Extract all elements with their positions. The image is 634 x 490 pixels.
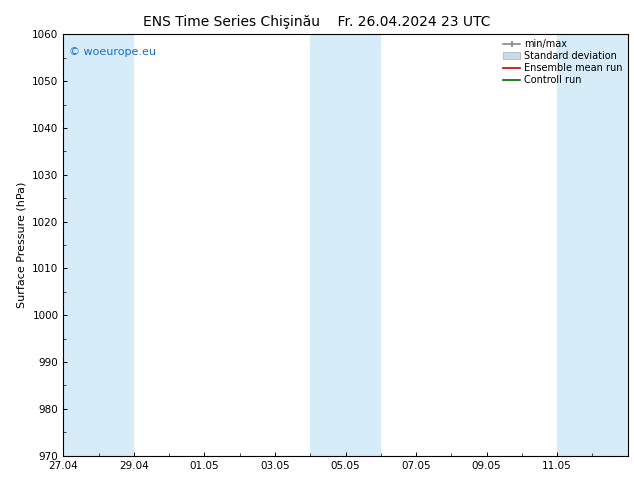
Y-axis label: Surface Pressure (hPa): Surface Pressure (hPa) [16,182,27,308]
Bar [310,34,381,456]
Legend: min/max, Standard deviation, Ensemble mean run, Controll run: min/max, Standard deviation, Ensemble me… [500,36,626,88]
Bar [557,34,628,456]
Text: ENS Time Series Chişinău    Fr. 26.04.2024 23 UTC: ENS Time Series Chişinău Fr. 26.04.2024 … [143,15,491,29]
Bar [63,34,134,456]
Text: © woeurope.eu: © woeurope.eu [69,47,156,57]
